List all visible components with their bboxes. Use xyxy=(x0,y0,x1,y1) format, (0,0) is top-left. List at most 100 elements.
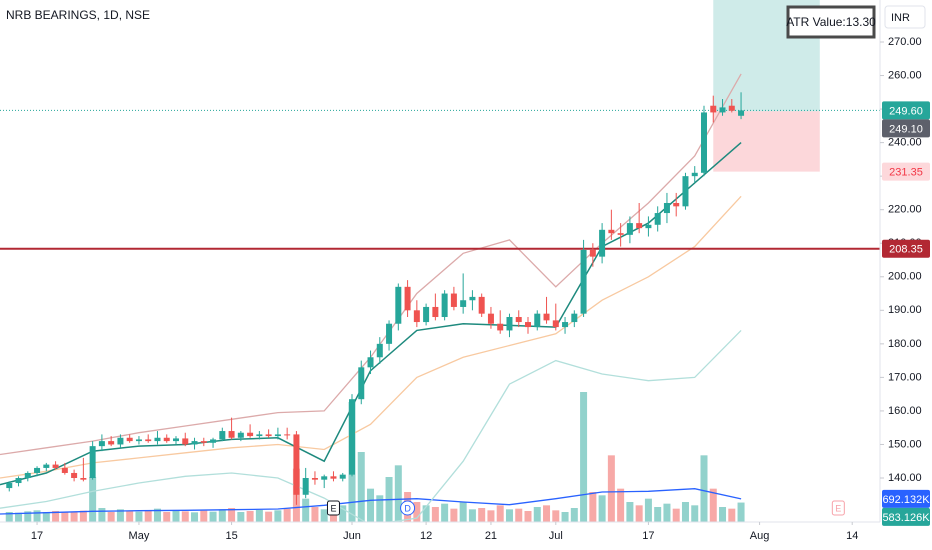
candle-body xyxy=(469,296,476,301)
candle-body xyxy=(311,478,318,480)
candle-body xyxy=(126,437,133,442)
volume-bar xyxy=(515,508,523,522)
volume-bar xyxy=(496,505,504,522)
x-tick-label: 15 xyxy=(225,530,237,542)
x-tick-label: Aug xyxy=(750,530,770,542)
candle-body xyxy=(497,323,504,331)
x-tick-label: 17 xyxy=(642,530,654,542)
y-tick-label: 190.00 xyxy=(888,304,922,316)
candle-body xyxy=(636,223,643,229)
volume-bar xyxy=(728,508,736,522)
candle-body xyxy=(173,438,179,442)
candle-body xyxy=(543,313,550,321)
y-tick-label: 200.00 xyxy=(888,271,922,283)
x-tick-label: Jul xyxy=(549,530,563,542)
candle-body xyxy=(71,472,78,478)
volume-bar xyxy=(144,510,152,522)
candle-body xyxy=(580,249,587,314)
event-marker xyxy=(831,500,845,516)
candle-body xyxy=(34,467,41,473)
candle-body xyxy=(478,296,485,314)
volume-bar xyxy=(468,509,476,522)
price-badge-label: 249.60 xyxy=(889,105,923,117)
price-axis xyxy=(880,0,932,550)
candle-body xyxy=(719,107,726,113)
candle-body xyxy=(589,249,596,257)
candle-body xyxy=(562,322,569,328)
candle-body xyxy=(98,441,105,447)
volume-bar xyxy=(52,511,60,522)
volume-bar xyxy=(394,465,402,522)
candle-body xyxy=(654,213,661,225)
volume-bar xyxy=(24,511,32,522)
volume-bar xyxy=(200,510,208,522)
candle-body xyxy=(701,112,707,173)
volume-bar xyxy=(589,492,597,522)
candle-body xyxy=(617,233,624,235)
candle-body xyxy=(376,343,383,358)
event-marker xyxy=(326,500,340,516)
volume-bar xyxy=(79,510,87,522)
candle-body xyxy=(80,478,87,480)
volume-bar xyxy=(135,511,143,522)
volume-bar xyxy=(478,508,486,522)
candle-body xyxy=(182,438,189,445)
candle-body xyxy=(302,478,309,495)
candle-body xyxy=(145,439,152,442)
middle-line xyxy=(0,195,742,479)
candle-body xyxy=(738,110,745,116)
price-badge-label: 249.10 xyxy=(889,123,923,135)
candle-body xyxy=(293,434,300,495)
x-tick-label: 14 xyxy=(846,530,858,542)
candle-body xyxy=(506,317,513,331)
volume-bar xyxy=(552,510,560,522)
candle-body xyxy=(534,313,541,328)
y-tick-label: 220.00 xyxy=(888,204,922,216)
volume-bar xyxy=(413,502,421,522)
volume-bar xyxy=(302,498,310,522)
candle-body xyxy=(135,439,142,442)
price-badge xyxy=(882,162,930,181)
price-badge xyxy=(882,507,930,526)
volume-bar xyxy=(89,477,97,522)
ema-line xyxy=(0,142,742,486)
candle-body xyxy=(450,293,457,307)
candle-body xyxy=(191,441,198,445)
candle-body xyxy=(358,367,365,400)
candle-body xyxy=(682,176,689,207)
candle-body xyxy=(200,441,207,443)
volume-bar xyxy=(126,511,134,522)
candle-body xyxy=(441,293,448,318)
x-tick-label: 12 xyxy=(420,530,432,542)
candle-body xyxy=(663,202,670,214)
y-tick-label: 260.00 xyxy=(888,69,922,81)
candle-body xyxy=(52,464,59,468)
candle-body xyxy=(552,320,559,328)
volume-bar xyxy=(181,511,189,522)
volume-bar xyxy=(635,505,643,522)
candle-body xyxy=(404,286,411,311)
volume-bar xyxy=(33,510,41,522)
x-tick-label: Jun xyxy=(343,530,361,542)
volume-bar xyxy=(172,510,180,522)
price-badge-label: 208.35 xyxy=(889,244,923,256)
volume-bar xyxy=(561,512,569,522)
candle-body xyxy=(265,434,272,437)
volume-bar xyxy=(709,488,717,522)
price-badge-label: 692.132K xyxy=(882,494,930,506)
candle-body xyxy=(6,483,13,489)
atr-label: ATR Value:13.30 xyxy=(786,15,876,29)
candle-body xyxy=(487,313,494,324)
volume-ma-line xyxy=(0,488,742,515)
candle-body xyxy=(237,432,244,438)
price-badge-label: 583.126K xyxy=(882,512,930,524)
price-badge xyxy=(882,239,930,258)
candle-body xyxy=(247,432,254,437)
candle-body xyxy=(395,286,402,324)
candle-body xyxy=(626,223,633,235)
volume-bar xyxy=(98,508,106,522)
candle-body xyxy=(321,476,328,480)
candle-body xyxy=(24,472,31,478)
volume-bar xyxy=(617,488,625,522)
